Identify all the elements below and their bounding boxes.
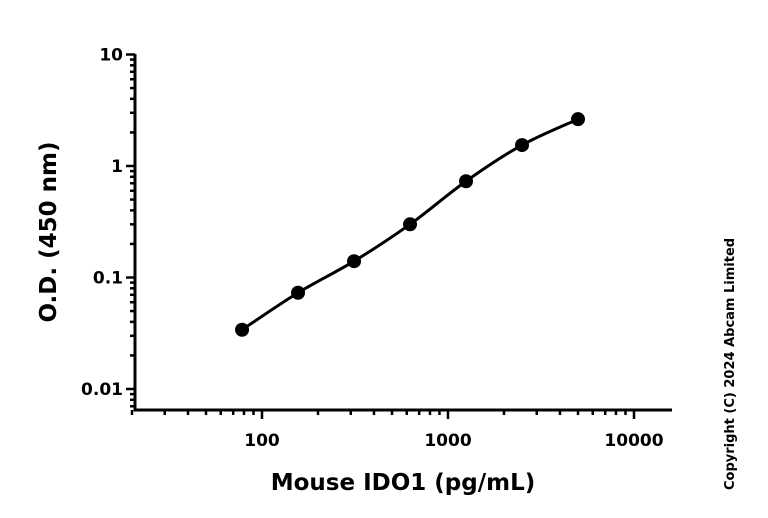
copyright-text: Copyright (C) 2024 Abcam Limited bbox=[723, 237, 738, 490]
x-tick-label: 10000 bbox=[604, 431, 663, 451]
y-axis-label: O.D. (450 nm) bbox=[36, 141, 62, 322]
y-tick-label: 10 bbox=[99, 46, 123, 66]
y-tick-label: 0.01 bbox=[81, 380, 123, 400]
x-tick-label: 1000 bbox=[424, 431, 471, 451]
data-point bbox=[291, 285, 306, 300]
data-point bbox=[347, 254, 362, 269]
x-tick-label: 100 bbox=[244, 431, 280, 451]
y-tick-label: 0.1 bbox=[93, 269, 123, 289]
data-point bbox=[515, 138, 530, 153]
data-point bbox=[403, 217, 418, 232]
data-point bbox=[571, 112, 586, 127]
y-tick-label: 1 bbox=[111, 157, 123, 177]
data-point bbox=[235, 322, 250, 337]
x-axis-label: Mouse IDO1 (pg/mL) bbox=[271, 470, 536, 496]
data-point bbox=[459, 174, 474, 189]
